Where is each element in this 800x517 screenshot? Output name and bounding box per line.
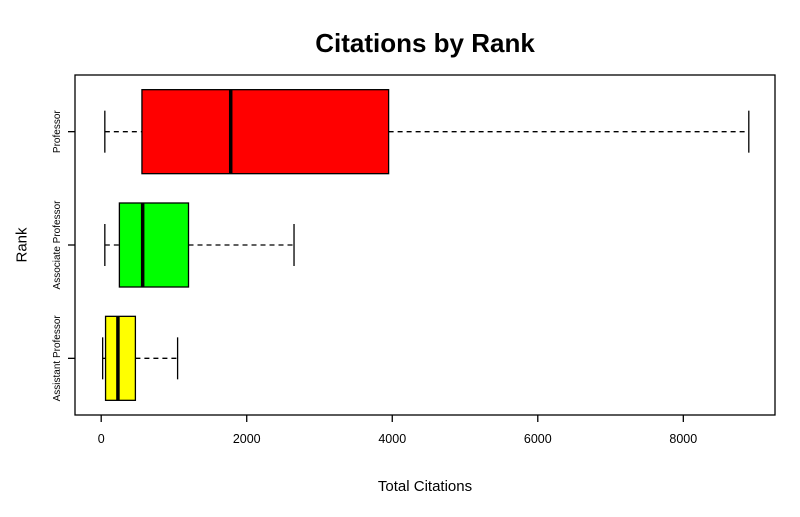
x-tick-label: 2000	[233, 432, 261, 446]
x-tick-label: 6000	[524, 432, 552, 446]
y-tick-label-assistant-professor: Assistant Professor	[52, 315, 63, 402]
x-tick-label: 0	[98, 432, 105, 446]
y-axis-label: Rank	[13, 227, 31, 263]
chart-title: Citations by Rank	[315, 28, 535, 58]
x-tick-label: 8000	[669, 432, 697, 446]
box-assistant-professor	[104, 315, 137, 401]
x-axis-label: Total Citations	[377, 478, 473, 495]
y-tick-label-professor: Professor	[52, 110, 63, 153]
y-tick-label-associate-professor: Associate Professor	[52, 200, 63, 290]
x-tick-label: 4000	[378, 432, 406, 446]
box-associate-professor	[118, 202, 190, 288]
box-professor	[141, 89, 390, 175]
